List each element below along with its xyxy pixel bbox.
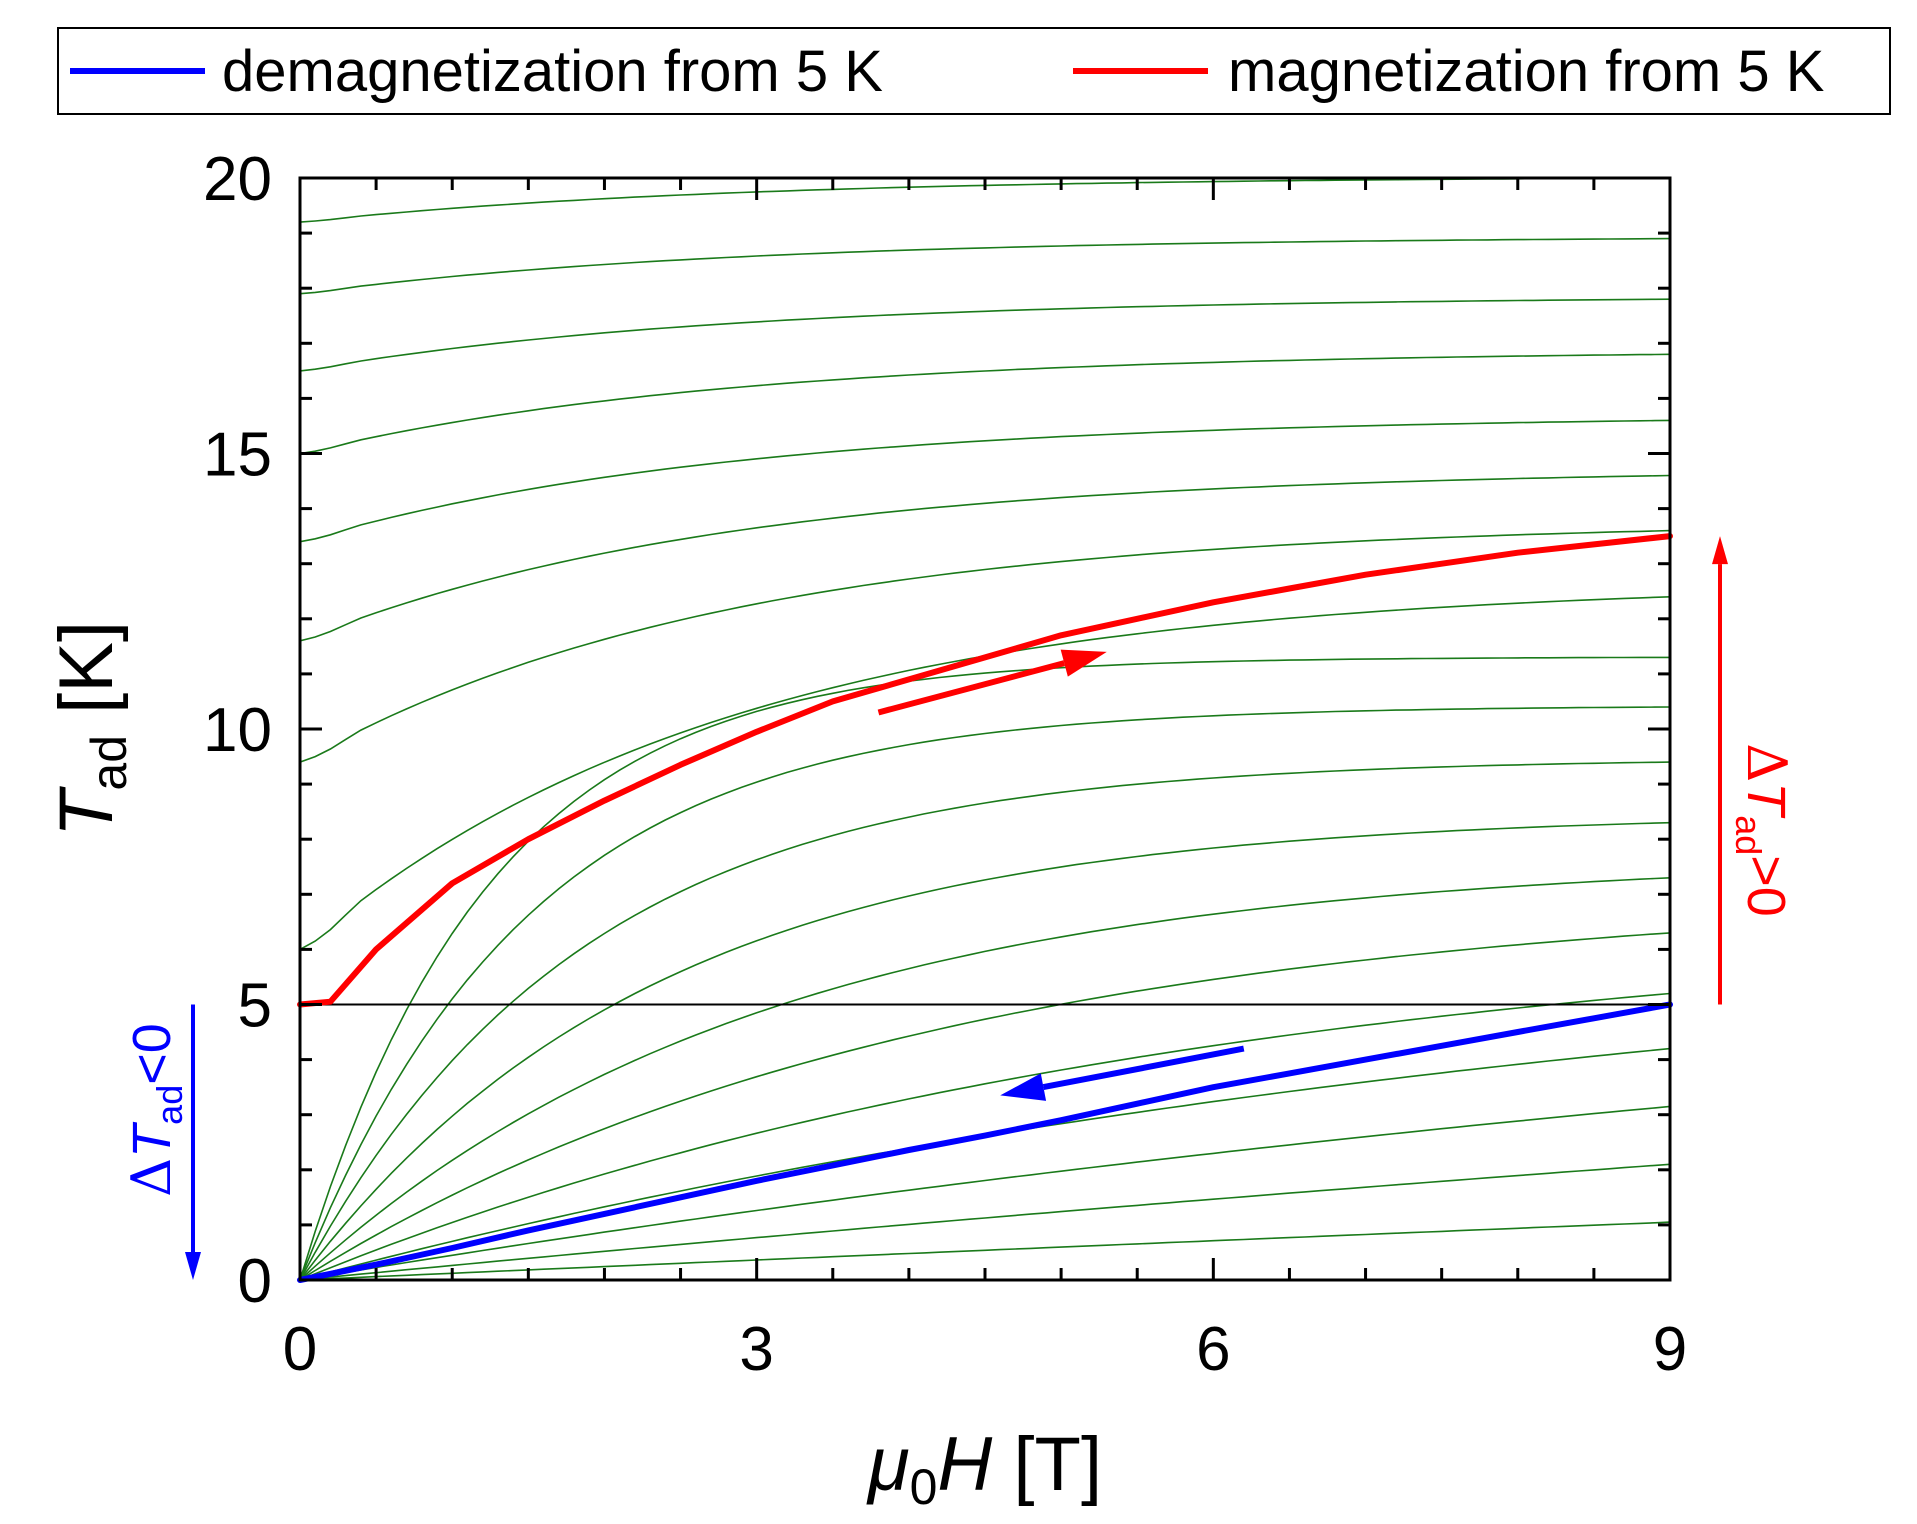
direction-arrow-head xyxy=(1060,649,1107,677)
delta-t-positive-subscript: ad xyxy=(1728,815,1769,855)
isentrope-line xyxy=(300,821,1670,1280)
y-tick-label: 15 xyxy=(203,421,272,490)
series-demagnetization-line xyxy=(297,1001,1673,1283)
x-axis-label-unit-space xyxy=(992,1422,1013,1507)
delta-t-negative-arrow-head xyxy=(185,1252,201,1280)
delta-t-positive-arrow-head xyxy=(1712,536,1728,565)
isentrope-line xyxy=(300,761,1670,1280)
x-tick-labels: 0 3 6 9 xyxy=(283,1315,1687,1384)
delta-t-negative-label: ΔTad<0 xyxy=(120,1023,190,1197)
isentrope-line xyxy=(300,992,1670,1280)
x-axis-label-unit: [T] xyxy=(1013,1422,1102,1507)
delta-t-negative-relation: <0 xyxy=(122,1023,182,1085)
delta-t-negative-symbol: T xyxy=(122,1121,182,1158)
y-axis-label-unit-space xyxy=(44,714,129,735)
y-axis-label: Tad [K] xyxy=(44,621,137,837)
isentrope-lines xyxy=(300,178,1670,1280)
isentrope-line xyxy=(300,529,1670,763)
x-axis-label: μ0H [T] xyxy=(866,1422,1102,1515)
isentrope-line xyxy=(300,706,1670,1280)
delta-t-positive-delta: Δ xyxy=(1735,743,1798,782)
y-tick-label: 10 xyxy=(203,696,272,765)
x-tick-label: 6 xyxy=(1196,1315,1230,1384)
legend-box xyxy=(57,27,1891,115)
delta-t-positive-symbol: T xyxy=(1736,782,1796,819)
isentrope-line xyxy=(300,877,1670,1280)
x-axis-label-variable: H xyxy=(937,1422,992,1507)
direction-arrows xyxy=(877,649,1245,1101)
series-magnetization-line xyxy=(297,533,1673,1008)
x-tick-label: 9 xyxy=(1653,1315,1687,1384)
y-tick-label: 20 xyxy=(203,145,272,214)
y-tick-label: 5 xyxy=(238,972,272,1041)
isentrope-line xyxy=(300,932,1670,1280)
y-tick-labels: 0 5 10 15 20 xyxy=(203,145,272,1316)
isentrope-line xyxy=(300,298,1670,372)
y-axis-label-subscript: ad xyxy=(81,735,137,791)
delta-t-negative-subscript: ad xyxy=(149,1085,190,1125)
isentrope-line xyxy=(300,419,1670,543)
x-axis-label-symbol: μ xyxy=(866,1422,910,1507)
y-axis-label-unit: [K] xyxy=(44,621,129,714)
isentrope-line xyxy=(300,237,1670,295)
x-tick-label: 0 xyxy=(283,1315,317,1384)
legend: demagnetization from 5 K magnetization f… xyxy=(57,27,1891,115)
legend-label-demagnetization: demagnetization from 5 K xyxy=(222,39,883,104)
delta-t-positive-annotation: ΔTad>0 xyxy=(1712,536,1798,1005)
direction-arrow-shaft xyxy=(1042,1045,1245,1091)
x-axis-label-subscript: 0 xyxy=(910,1459,938,1515)
axis-ticks xyxy=(298,176,1672,1282)
direction-arrow-head xyxy=(1000,1073,1047,1101)
isentrope-line xyxy=(300,474,1670,642)
y-tick-label: 0 xyxy=(238,1247,272,1316)
isentrope-line xyxy=(300,1105,1670,1280)
plot-area xyxy=(297,176,1673,1283)
plot-frame-fill xyxy=(300,178,1670,1280)
isentrope-line xyxy=(300,353,1670,455)
direction-arrow-shaft xyxy=(877,660,1066,716)
delta-t-positive-label: ΔTad>0 xyxy=(1728,743,1798,917)
delta-t-negative-delta: Δ xyxy=(120,1158,183,1197)
x-tick-label: 3 xyxy=(739,1315,773,1384)
isentrope-line xyxy=(300,1163,1670,1280)
delta-t-negative-annotation: ΔTad<0 xyxy=(120,1004,201,1280)
legend-label-magnetization: magnetization from 5 K xyxy=(1228,39,1825,104)
y-axis-label-symbol: T xyxy=(44,786,129,837)
delta-t-positive-relation: >0 xyxy=(1736,855,1796,917)
